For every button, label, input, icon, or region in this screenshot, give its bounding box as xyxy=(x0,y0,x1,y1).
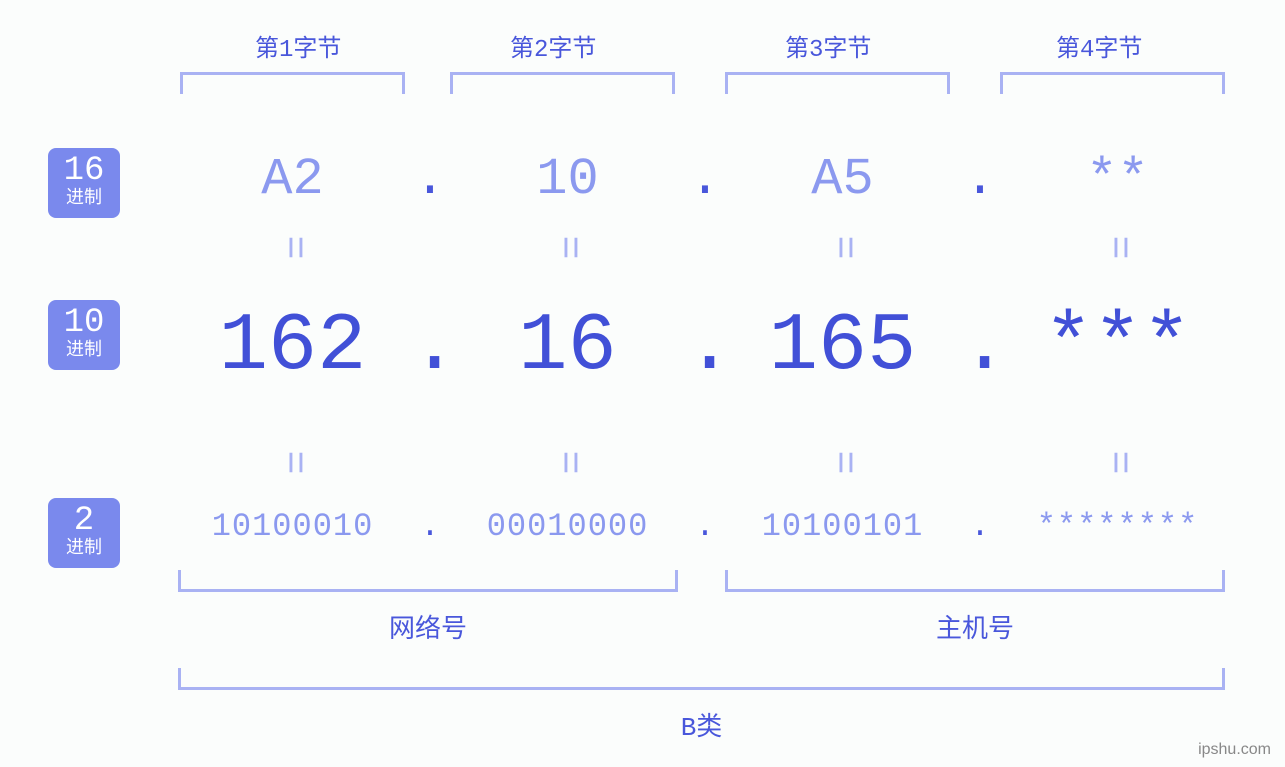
bin-byte-4: ******** xyxy=(1000,508,1235,545)
hex-dot-2: . xyxy=(685,150,725,209)
bin-byte-3: 10100101 xyxy=(725,508,960,545)
host-bracket xyxy=(725,570,1225,592)
bin-dot-3: . xyxy=(960,508,1000,545)
top-bracket-4 xyxy=(1000,72,1225,94)
base-badge-bin-num: 2 xyxy=(48,504,120,538)
hex-dot-3: . xyxy=(960,150,1000,209)
hex-dot-1: . xyxy=(410,150,450,209)
top-bracket-1 xyxy=(180,72,405,94)
dec-dot-1: . xyxy=(410,300,450,393)
base-badge-bin: 2 进制 xyxy=(48,498,120,568)
network-bracket xyxy=(178,570,678,592)
top-bracket-3 xyxy=(725,72,950,94)
bin-byte-2: 00010000 xyxy=(450,508,685,545)
class-label: B类 xyxy=(178,706,1225,743)
equals-row-1: = = = = xyxy=(175,225,1255,270)
hex-row: A2 . 10 . A5 . ** xyxy=(175,150,1255,209)
base-badge-hex: 16 进制 xyxy=(48,148,120,218)
dec-dot-3: . xyxy=(960,300,1000,393)
base-badge-dec-label: 进制 xyxy=(48,342,120,362)
byte-header-3: 第3字节 xyxy=(785,28,871,64)
dec-row: 162 . 16 . 165 . *** xyxy=(175,300,1255,393)
bin-dot-1: . xyxy=(410,508,450,545)
class-bracket xyxy=(178,668,1225,690)
bin-byte-1: 10100010 xyxy=(175,508,410,545)
top-bracket-2 xyxy=(450,72,675,94)
byte-header-1: 第1字节 xyxy=(255,28,341,64)
base-badge-hex-label: 进制 xyxy=(48,190,120,210)
base-badge-bin-label: 进制 xyxy=(48,540,120,560)
byte-header-2: 第2字节 xyxy=(510,28,596,64)
byte-header-4: 第4字节 xyxy=(1056,28,1142,64)
host-label: 主机号 xyxy=(725,608,1225,645)
base-badge-hex-num: 16 xyxy=(48,154,120,188)
base-badge-dec: 10 进制 xyxy=(48,300,120,370)
watermark: ipshu.com xyxy=(1198,741,1271,759)
bin-dot-2: . xyxy=(685,508,725,545)
bin-row: 10100010 . 00010000 . 10100101 . *******… xyxy=(175,508,1255,545)
network-label: 网络号 xyxy=(178,608,678,645)
equals-row-2: = = = = xyxy=(175,440,1255,485)
base-badge-dec-num: 10 xyxy=(48,306,120,340)
dec-dot-2: . xyxy=(685,300,725,393)
diagram-container: 第1字节 第2字节 第3字节 第4字节 16 进制 10 进制 2 进制 A2 … xyxy=(0,0,1285,767)
